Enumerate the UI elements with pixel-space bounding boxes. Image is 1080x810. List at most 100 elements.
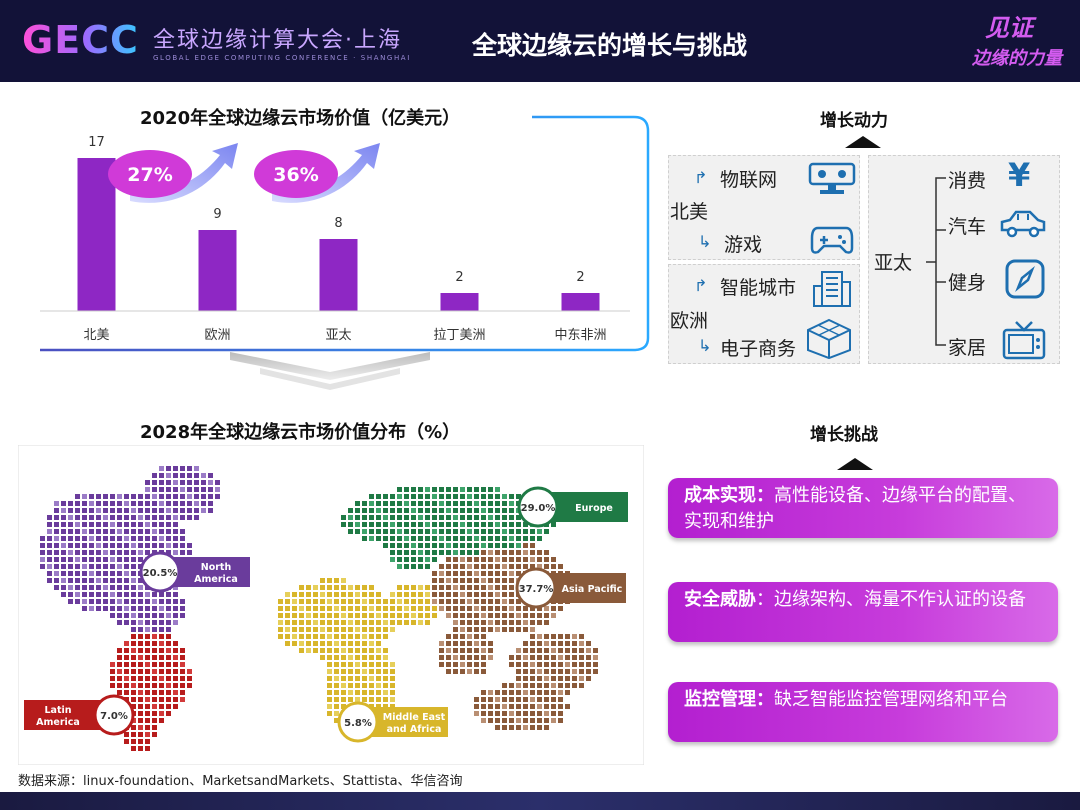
map-dot bbox=[152, 592, 157, 597]
map-dot bbox=[369, 585, 374, 590]
map-dot bbox=[530, 655, 535, 660]
map-dot bbox=[299, 620, 304, 625]
map-dot bbox=[131, 746, 136, 751]
map-dot bbox=[558, 641, 563, 646]
map-dot bbox=[173, 529, 178, 534]
map-dot bbox=[215, 494, 220, 499]
map-dot bbox=[404, 543, 409, 548]
map-dot bbox=[481, 669, 486, 674]
map-dot bbox=[124, 669, 129, 674]
map-dot bbox=[481, 543, 486, 548]
map-dot bbox=[334, 592, 339, 597]
map-dot bbox=[495, 711, 500, 716]
map-dot bbox=[201, 494, 206, 499]
map-dot bbox=[201, 501, 206, 506]
map-dot bbox=[460, 501, 465, 506]
map-dot bbox=[572, 648, 577, 653]
gamepad-icon bbox=[810, 226, 854, 254]
map-dot bbox=[117, 494, 122, 499]
map-dot bbox=[404, 564, 409, 569]
map-dot bbox=[166, 473, 171, 478]
map-dot bbox=[103, 557, 108, 562]
map-dot bbox=[173, 655, 178, 660]
map-dot bbox=[383, 634, 388, 639]
map-dot bbox=[474, 585, 479, 590]
map-dot bbox=[89, 508, 94, 513]
map-dot bbox=[418, 557, 423, 562]
map-dot bbox=[376, 613, 381, 618]
map-dot bbox=[390, 543, 395, 548]
map-dot bbox=[502, 613, 507, 618]
region-name: Latin America bbox=[36, 705, 80, 728]
map-dot bbox=[138, 718, 143, 723]
map-dot bbox=[96, 550, 101, 555]
map-dot bbox=[110, 494, 115, 499]
map-dot bbox=[453, 641, 458, 646]
map-dot bbox=[348, 676, 353, 681]
map-dot bbox=[523, 529, 528, 534]
header-bar: GECC 全球边缘计算大会·上海 GLOBAL EDGE COMPUTING C… bbox=[0, 0, 1080, 82]
map-dot bbox=[523, 627, 528, 632]
region-value: 20.5% bbox=[143, 568, 178, 579]
map-dot bbox=[208, 487, 213, 492]
map-dot bbox=[495, 487, 500, 492]
map-dot bbox=[75, 522, 80, 527]
map-dot bbox=[446, 557, 451, 562]
map-dot bbox=[117, 676, 122, 681]
map-dot bbox=[579, 676, 584, 681]
map-dot bbox=[551, 522, 556, 527]
map-dot bbox=[439, 648, 444, 653]
map-dot bbox=[530, 718, 535, 723]
map-dot bbox=[173, 697, 178, 702]
map-dot bbox=[488, 690, 493, 695]
map-dot bbox=[467, 648, 472, 653]
map-dot bbox=[495, 557, 500, 562]
map-dot bbox=[173, 676, 178, 681]
map-dot bbox=[166, 662, 171, 667]
map-dot bbox=[369, 522, 374, 527]
map-dot bbox=[432, 550, 437, 555]
map-dot bbox=[320, 599, 325, 604]
map-dot bbox=[439, 501, 444, 506]
map-dot bbox=[173, 466, 178, 471]
map-dot bbox=[460, 557, 465, 562]
map-dot bbox=[502, 683, 507, 688]
map-dot bbox=[488, 557, 493, 562]
map-dot bbox=[82, 515, 87, 520]
map-dot bbox=[516, 571, 521, 576]
map-dot bbox=[159, 466, 164, 471]
map-dot bbox=[530, 711, 535, 716]
map-dot bbox=[131, 529, 136, 534]
map-dot bbox=[558, 690, 563, 695]
map-dot bbox=[68, 550, 73, 555]
map-dot bbox=[565, 690, 570, 695]
map-dot bbox=[103, 522, 108, 527]
map-dot bbox=[397, 501, 402, 506]
map-dot bbox=[166, 543, 171, 548]
map-dot bbox=[488, 711, 493, 716]
map-dot bbox=[124, 515, 129, 520]
map-dot bbox=[306, 613, 311, 618]
map-dot bbox=[558, 711, 563, 716]
map-dot bbox=[362, 536, 367, 541]
map-dot bbox=[131, 536, 136, 541]
map-dot bbox=[341, 634, 346, 639]
map-dot bbox=[320, 592, 325, 597]
map-dot bbox=[355, 683, 360, 688]
map-dot bbox=[439, 571, 444, 576]
map-dot bbox=[418, 613, 423, 618]
map-dot bbox=[523, 669, 528, 674]
bar-2 bbox=[319, 239, 358, 311]
map-dot bbox=[138, 634, 143, 639]
map-dot bbox=[278, 620, 283, 625]
map-dot bbox=[474, 571, 479, 576]
map-dot bbox=[488, 494, 493, 499]
map-dot bbox=[320, 641, 325, 646]
map-dot bbox=[453, 669, 458, 674]
challenge-cost-text: 高性能设备、边缘平台的配置、实现和维护 bbox=[684, 485, 1026, 532]
map-dot bbox=[327, 634, 332, 639]
map-dot bbox=[138, 676, 143, 681]
map-dot bbox=[369, 704, 374, 709]
map-dot bbox=[334, 676, 339, 681]
map-dot bbox=[488, 578, 493, 583]
